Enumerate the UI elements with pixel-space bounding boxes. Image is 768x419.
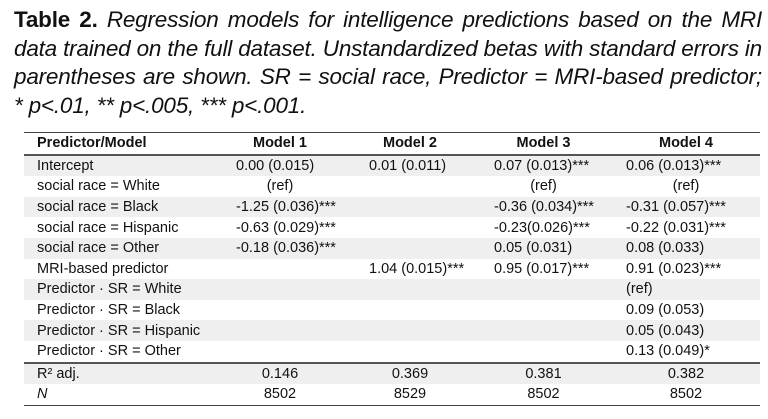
table-cell: 0.05 (0.031) [475, 237, 612, 259]
table-cell: 0.08 (0.033) [612, 237, 760, 259]
table-row: Predictor · SR = Black 0.09 (0.053) [24, 300, 760, 321]
row-label: social race = Black [24, 196, 215, 218]
row-label: Intercept [24, 154, 215, 177]
table-cell [345, 237, 475, 259]
row-label: Predictor · SR = Hispanic [24, 320, 215, 341]
row-label: Predictor · SR = Black [37, 302, 181, 319]
table-cell: 0.381 [475, 361, 612, 385]
table-cell: 8529 [393, 386, 427, 403]
table-cell: -0.23(0.026)*** [494, 219, 590, 236]
table-cell [215, 341, 345, 363]
table-cell [475, 320, 612, 341]
table-cell [215, 300, 345, 321]
table-cell: 8502 [527, 386, 560, 403]
table-row: social race = Black -1.25 (0.036)*** -0.36… [24, 196, 760, 218]
table-cell [475, 279, 612, 300]
header-row: Predictor/Model Model 1 Model 2 Model 3 … [24, 132, 760, 156]
row-label: Predictor · SR = Other [37, 343, 181, 360]
table-cell [475, 341, 612, 363]
table-cell [345, 320, 475, 341]
table-cell: 0.382 [612, 361, 760, 385]
header-cell: Model 1 [215, 132, 345, 156]
header-cell: Model 2 [345, 132, 475, 156]
table-caption: Table 2. Regression models for intellige… [14, 6, 762, 120]
table-cell: 1.04 (0.015)*** [369, 260, 465, 277]
table-row: Intercept 0.00 (0.015) 0.01 (0.011) 0.07 (0… [24, 154, 760, 177]
table-cell [345, 176, 475, 197]
table-cell: 0.91 (0.023)*** [626, 260, 722, 277]
table-cell: 8502 [263, 386, 297, 403]
regression-table: Predictor/Model Model 1 Model 2 Model 3 … [24, 132, 760, 406]
table-cell [345, 341, 475, 363]
row-label: MRI-based predictor [37, 260, 169, 277]
table-cell [345, 300, 475, 321]
row-label: N [37, 386, 48, 403]
row-label: social race = Other [24, 237, 215, 259]
table-cell: -0.18 (0.036)*** [215, 237, 345, 259]
table-row: Predictor · SR = White (ref) [24, 279, 760, 300]
table-cell [345, 217, 475, 238]
table-row: social race = White (ref) (ref) (ref) [24, 176, 760, 197]
table-row: MRI-based predictor 1.04 (0.015)*** 0.95 (… [24, 259, 760, 280]
table-row: Predictor · SR = Other 0.13 (0.049)* [24, 341, 760, 363]
table-cell: -0.36 (0.034)*** [475, 196, 612, 218]
table-row: social race = Hispanic -0.63 (0.029)*** -0… [24, 217, 760, 238]
table-cell [215, 259, 345, 280]
table-cell: -0.22 (0.031)*** [626, 219, 726, 236]
table-cell: (ref) [530, 178, 557, 195]
table-cell: 0.00 (0.015) [215, 154, 345, 177]
row-label: R² adj. [24, 361, 215, 385]
table-cell: (ref) [672, 178, 700, 195]
table-cell: 0.05 (0.043) [612, 320, 760, 341]
table-cell [475, 300, 612, 321]
table-cell: 0.13 (0.049)* [626, 343, 710, 360]
row-label: social race = Hispanic [37, 219, 179, 236]
caption-label: Table 2. [14, 7, 98, 32]
summary-row: N 8502 8529 8502 8502 [24, 384, 760, 405]
table-cell: 0.09 (0.053) [626, 302, 705, 319]
table-cell: 0.146 [215, 361, 345, 385]
header-cell: Model 4 [612, 132, 760, 156]
table-cell: 8502 [669, 386, 703, 403]
table-row: Predictor · SR = Hispanic 0.05 (0.043) [24, 320, 760, 341]
table-cell: 0.369 [345, 361, 475, 385]
table-cell [215, 320, 345, 341]
table-cell [345, 196, 475, 218]
row-label: social race = White [37, 178, 160, 195]
table-cell [345, 279, 475, 300]
table-cell: 0.07 (0.013)*** [475, 154, 612, 177]
table-cell: (ref) [266, 178, 294, 195]
table-cell: 0.01 (0.011) [345, 154, 475, 177]
summary-row: R² adj. 0.146 0.369 0.381 0.382 [24, 361, 760, 385]
table-cell: -1.25 (0.036)*** [215, 196, 345, 218]
table-cell [215, 279, 345, 300]
caption-text: Regression models for intelligence predi… [14, 7, 762, 118]
row-label: Predictor · SR = White [24, 279, 215, 300]
table-cell: -0.31 (0.057)*** [612, 196, 760, 218]
table-row: social race = Other -0.18 (0.036)*** 0.05 … [24, 237, 760, 259]
table-cell: (ref) [612, 279, 760, 300]
header-cell: Model 3 [475, 132, 612, 156]
table-cell: -0.63 (0.029)*** [236, 219, 336, 236]
header-cell: Predictor/Model [24, 132, 215, 156]
table-cell: 0.95 (0.017)*** [494, 260, 590, 277]
table-cell: 0.06 (0.013)*** [612, 154, 760, 177]
